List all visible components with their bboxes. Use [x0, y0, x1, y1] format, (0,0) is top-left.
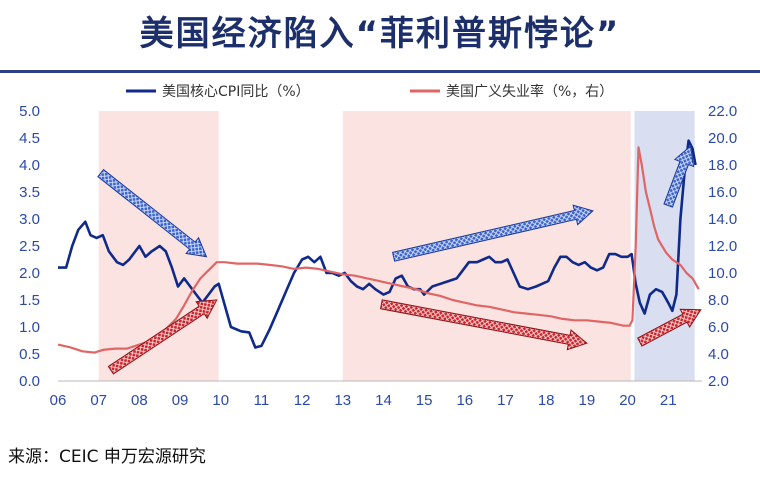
y-left-tick-label: 0.0	[19, 373, 40, 390]
x-tick-label: 18	[538, 392, 555, 409]
y-left-tick-label: 3.0	[19, 211, 40, 228]
source-note: 来源：CEIC 申万宏源研究	[8, 447, 206, 467]
x-tick-label: 19	[579, 392, 596, 409]
x-tick-label: 10	[212, 392, 229, 409]
x-tick-label: 11	[254, 392, 270, 409]
y-left-tick-label: 2.5	[19, 238, 40, 255]
y-left-tick-label: 0.5	[19, 346, 40, 363]
y-right-tick-label: 22.0	[708, 103, 737, 120]
y-right-tick-label: 2.0	[708, 373, 729, 390]
y-right-tick-label: 6.0	[708, 319, 729, 336]
x-tick-label: 21	[660, 392, 677, 409]
y-left-tick-label: 2.0	[19, 265, 40, 282]
y-left-tick-label: 5.0	[19, 103, 40, 120]
x-tick-label: 20	[619, 392, 636, 409]
annotation-arrow-red	[637, 308, 702, 347]
annotation-arrow-red	[379, 299, 588, 351]
x-tick-label: 06	[50, 392, 67, 409]
page-title: 美国经济陷入“菲利普斯悖论”	[139, 14, 621, 54]
y-left-tick-label: 4.0	[19, 157, 40, 174]
y-right-tick-label: 16.0	[708, 184, 737, 201]
y-left-tick-label: 3.5	[19, 184, 40, 201]
x-tick-label: 07	[90, 392, 107, 409]
y-left-tick-label: 1.0	[19, 319, 40, 336]
title-underline	[0, 70, 760, 73]
x-tick-label: 16	[456, 392, 473, 409]
annotation-arrow-blue	[391, 204, 594, 262]
x-tick-label: 13	[334, 392, 351, 409]
legend-label-unemployment: 美国广义失业率（%，右）	[446, 83, 613, 100]
y-right-tick-label: 12.0	[708, 238, 737, 255]
legend-label-cpi: 美国核心CPI同比（%）	[162, 84, 310, 100]
y-right-tick-label: 20.0	[708, 130, 737, 147]
x-tick-label: 17	[497, 392, 514, 409]
y-right-tick-label: 14.0	[708, 211, 737, 228]
y-right-tick-label: 10.0	[708, 265, 737, 282]
y-left-tick-label: 4.5	[19, 130, 40, 147]
shaded-period-2	[342, 111, 631, 381]
annotation-arrow-red	[107, 299, 218, 375]
x-tick-label: 12	[294, 392, 311, 409]
x-tick-label: 09	[172, 392, 189, 409]
unemployment-line	[57, 146, 700, 354]
x-tick-label: 14	[375, 392, 392, 409]
chart: 0.0 0.5 1.0 1.5 2.0 2.5 3.0 3.5 4.0 4.5 5.0 2.0 4.0 6…	[19, 83, 737, 409]
y-left-tick-label: 1.5	[19, 292, 40, 309]
y-right-tick-label: 8.0	[708, 292, 729, 309]
x-tick-label: 08	[131, 392, 148, 409]
y-right-tick-label: 18.0	[708, 157, 737, 174]
x-tick-label: 15	[416, 392, 433, 409]
annotation-arrow-blue	[97, 168, 208, 258]
annotation-arrow-blue	[663, 145, 695, 208]
y-right-tick-label: 4.0	[708, 346, 729, 363]
